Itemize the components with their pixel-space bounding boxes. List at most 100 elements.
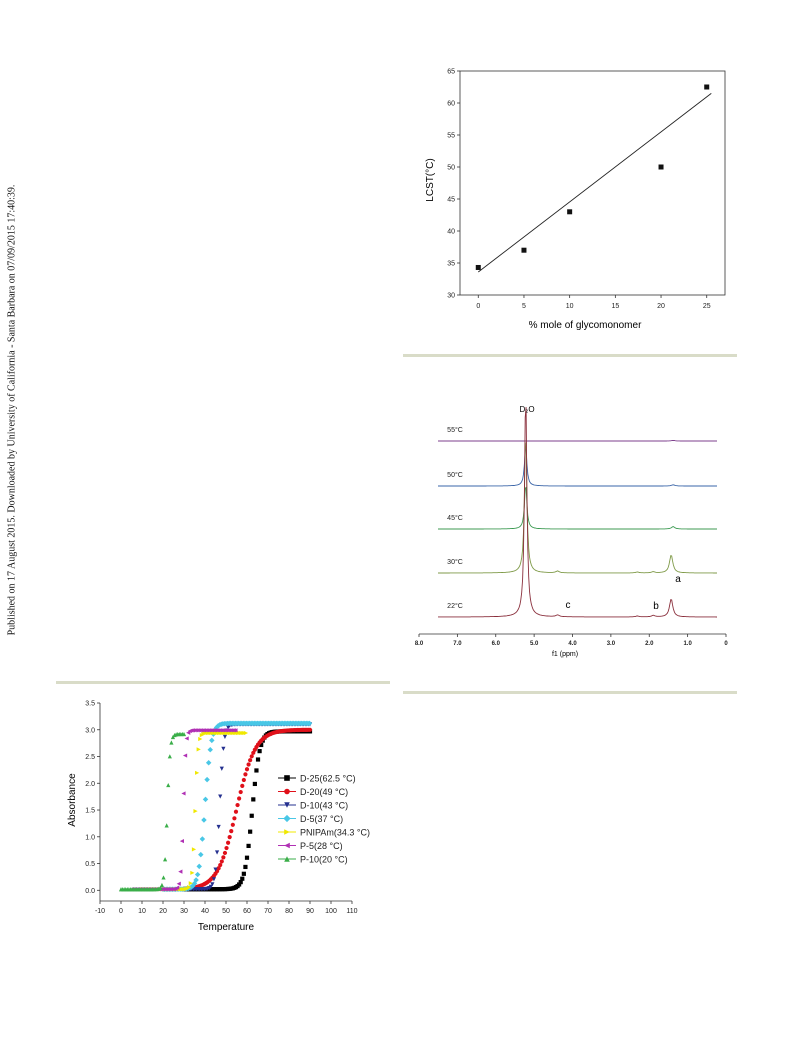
abs-data-point — [251, 797, 256, 802]
abs-data-point — [259, 742, 264, 748]
abs-data-point — [179, 838, 184, 844]
abs-data-point — [306, 720, 313, 727]
legend-label: P-10(20 °C) — [300, 855, 348, 865]
abs-data-point — [182, 753, 188, 758]
abs-data-point — [216, 824, 221, 830]
legend-label: P-5(28 °C) — [300, 841, 343, 851]
lcst-data-point — [658, 164, 664, 170]
abs-data-point — [257, 749, 262, 754]
abs-data-point — [243, 864, 248, 870]
nmr-x-tick-label: 6.0 — [492, 641, 501, 647]
abs-data-point — [249, 754, 254, 759]
abs-data-point — [188, 881, 193, 886]
abs-data-point — [194, 871, 201, 878]
nmr-x-tick-label: 2.0 — [645, 641, 654, 647]
abs-data-point — [184, 736, 189, 741]
abs-data-point — [233, 728, 238, 733]
abs-data-point — [221, 746, 226, 751]
abs-series-4 — [139, 730, 249, 892]
abs-y-tick-label: 1.5 — [85, 808, 95, 815]
abs-data-point — [243, 772, 248, 777]
abs-data-point — [240, 783, 245, 788]
peak-label-d2o: D₂O — [519, 405, 534, 414]
abs-data-point — [158, 885, 163, 890]
lcst-x-tick-label: 10 — [566, 303, 574, 310]
abs-data-point — [240, 876, 245, 881]
abs-data-point — [224, 845, 229, 851]
lcst-y-tick-label: 30 — [447, 293, 455, 300]
abs-data-point — [307, 727, 313, 732]
lcst-x-tick-label: 0 — [476, 303, 480, 310]
abs-data-point — [246, 762, 251, 767]
abs-data-point — [187, 885, 192, 890]
abs-data-point — [251, 750, 256, 755]
lcst-y-tick-label: 40 — [447, 229, 455, 236]
abs-data-point — [241, 777, 246, 783]
abs-data-point — [227, 834, 232, 840]
abs-data-point — [193, 877, 199, 883]
abs-data-point — [238, 880, 243, 885]
abs-y-tick-label: 0.5 — [85, 861, 95, 868]
nmr-x-tick-label: 3.0 — [607, 641, 616, 647]
abs-data-point — [219, 859, 224, 864]
abs-data-point — [237, 882, 242, 887]
abs-data-point — [230, 822, 235, 827]
lcst-x-tick-label: 5 — [522, 303, 526, 310]
abs-data-point — [207, 746, 213, 753]
legend-marker — [284, 802, 290, 808]
legend-label: D-10(43 °C) — [300, 801, 348, 811]
abs-data-point — [218, 862, 223, 868]
divider-top-right — [403, 354, 737, 357]
lcst-y-tick-label: 45 — [447, 197, 455, 204]
abs-data-point — [254, 768, 259, 773]
abs-data-point — [188, 884, 195, 890]
lcst-y-tick-label: 55 — [447, 133, 455, 140]
abs-x-tick-label: 10 — [138, 908, 146, 915]
abs-data-point — [237, 796, 242, 801]
abs-y-tick-label: 2.0 — [85, 781, 95, 788]
abs-data-point — [201, 817, 207, 823]
abs-data-point — [211, 877, 217, 882]
abs-data-point — [204, 776, 210, 783]
abs-x-tick-label: 80 — [285, 908, 293, 915]
abs-data-point — [161, 875, 166, 880]
abs-data-point — [191, 847, 197, 852]
lcst-x-tick-label: 15 — [611, 303, 619, 310]
divider-left — [56, 681, 390, 684]
abs-data-point — [198, 851, 204, 858]
abs-data-point — [208, 884, 213, 890]
abs-y-tick-label: 2.5 — [85, 754, 95, 761]
abs-data-point — [166, 782, 171, 788]
abs-data-point — [222, 850, 228, 856]
nmr-trace-label: 50°C — [447, 471, 463, 479]
abs-data-point — [193, 808, 198, 814]
abs-data-point — [190, 882, 196, 889]
lcst-y-tick-label: 65 — [447, 69, 455, 76]
legend-marker — [284, 788, 290, 795]
abs-series-5 — [129, 728, 238, 892]
abs-data-point — [244, 855, 250, 860]
abs-y-tick-label: 1.0 — [85, 834, 95, 841]
abs-data-point — [196, 747, 201, 752]
abs-data-point — [249, 813, 254, 818]
nmr-trace-0 — [438, 439, 717, 442]
nmr-trace-2 — [438, 486, 717, 530]
legend-marker — [284, 842, 290, 849]
abs-data-point — [238, 789, 243, 795]
nmr-x-tick-label: 5.0 — [530, 641, 539, 647]
abs-data-point — [233, 809, 239, 814]
abs-data-point — [169, 740, 174, 745]
legend-label: D-5(37 °C) — [300, 814, 343, 824]
abs-x-tick-label: 0 — [119, 908, 123, 915]
abs-data-point — [255, 757, 261, 762]
abs-data-point — [229, 828, 234, 834]
lcst-fit-line — [478, 93, 712, 273]
legend-label: D-25(62.5 °C) — [300, 774, 356, 784]
abs-data-point — [210, 882, 215, 887]
abs-data-point — [219, 766, 224, 771]
abs-data-point — [181, 791, 186, 796]
abs-data-point — [232, 816, 237, 821]
abs-data-point — [218, 794, 223, 799]
lcst-x-tick-label: 25 — [703, 303, 711, 310]
